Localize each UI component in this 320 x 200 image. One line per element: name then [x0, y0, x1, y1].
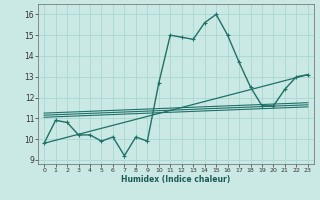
X-axis label: Humidex (Indice chaleur): Humidex (Indice chaleur) [121, 175, 231, 184]
